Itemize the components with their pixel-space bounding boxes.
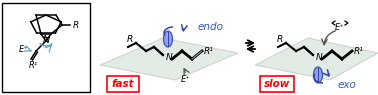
- Text: slow: slow: [264, 79, 290, 89]
- Text: R¹: R¹: [28, 61, 38, 70]
- Text: N: N: [316, 53, 322, 61]
- Text: E⁺: E⁺: [335, 23, 345, 32]
- Polygon shape: [100, 38, 238, 80]
- Polygon shape: [255, 38, 378, 80]
- Text: R: R: [127, 34, 133, 44]
- Text: R: R: [73, 21, 79, 30]
- FancyBboxPatch shape: [260, 76, 294, 92]
- Text: N: N: [42, 35, 50, 45]
- Text: exo: exo: [338, 80, 357, 90]
- Text: fast: fast: [112, 79, 134, 89]
- FancyBboxPatch shape: [107, 76, 139, 92]
- Text: R¹: R¹: [354, 46, 364, 55]
- Text: endo: endo: [198, 22, 224, 32]
- Text: N: N: [166, 53, 172, 61]
- Ellipse shape: [313, 67, 322, 83]
- Text: R: R: [277, 34, 283, 44]
- FancyBboxPatch shape: [2, 3, 90, 92]
- Ellipse shape: [164, 31, 172, 47]
- Text: E⁺: E⁺: [181, 74, 191, 84]
- Text: R¹: R¹: [204, 46, 214, 55]
- Text: E⁺: E⁺: [19, 44, 29, 53]
